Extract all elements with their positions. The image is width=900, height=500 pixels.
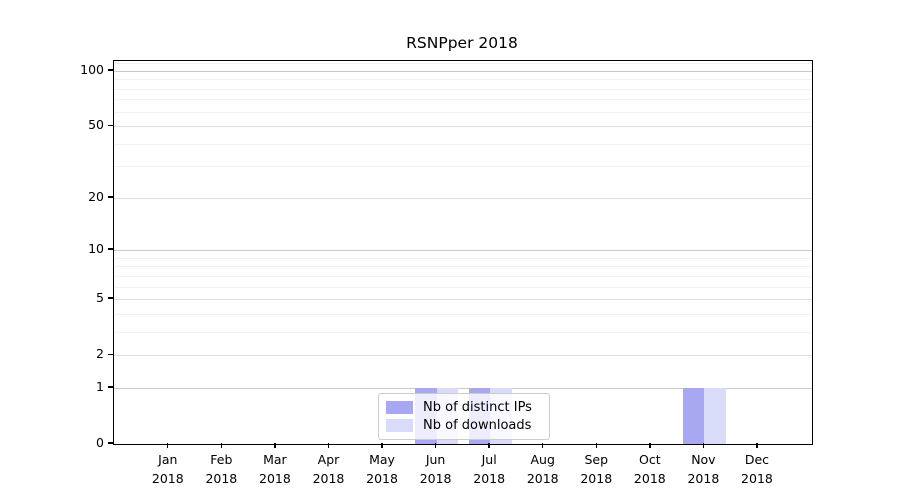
legend-item-downloads: Nb of downloads <box>386 418 542 433</box>
legend-label-distinct-ips: Nb of distinct IPs <box>423 399 532 415</box>
x-tick-label: Apr 2018 <box>312 452 345 486</box>
y-minor-gridline <box>114 99 812 101</box>
y-tick-label: 1 <box>96 378 104 394</box>
bar-distinct-ips <box>683 387 705 444</box>
y-tick-mark <box>108 124 113 126</box>
y-tick-label: 20 <box>88 188 104 204</box>
x-tick-mark <box>488 443 490 448</box>
x-tick-mark <box>702 443 705 448</box>
y-tick-label: 2 <box>96 346 104 362</box>
y-gridline <box>114 299 812 301</box>
x-tick-label: Nov 2018 <box>687 452 720 486</box>
x-tick-label: Oct 2018 <box>633 452 666 486</box>
y-gridline <box>114 355 812 357</box>
legend-swatch-distinct-ips-icon <box>386 400 413 414</box>
y-minor-gridline <box>114 111 812 113</box>
y-gridline <box>114 71 812 72</box>
legend-swatch-downloads-icon <box>386 419 413 433</box>
y-minor-gridline <box>114 331 812 333</box>
x-tick-label: May 2018 <box>366 452 398 486</box>
legend-item-distinct-ips: Nb of distinct IPs <box>386 400 542 415</box>
chart-title: RSNPper 2018 <box>406 34 518 52</box>
y-gridline <box>114 197 812 199</box>
x-tick-label: Dec 2018 <box>741 452 773 486</box>
y-tick-mark <box>108 69 113 71</box>
legend-label-downloads: Nb of downloads <box>423 418 532 434</box>
x-tick-label: Sep 2018 <box>580 452 613 486</box>
x-tick-label: Jul 2018 <box>473 452 506 486</box>
plot-area <box>113 60 813 445</box>
x-tick-label: Jan 2018 <box>151 452 184 486</box>
y-tick-mark <box>108 297 113 299</box>
legend: Nb of distinct IPs Nb of downloads <box>378 393 550 440</box>
y-tick-label: 50 <box>88 117 104 133</box>
y-minor-gridline <box>114 143 812 145</box>
y-minor-gridline <box>114 88 812 90</box>
y-minor-gridline <box>114 79 812 81</box>
x-tick-mark <box>167 443 169 448</box>
y-minor-gridline <box>114 286 812 288</box>
y-gridline <box>114 387 812 389</box>
y-tick-label: 5 <box>96 290 104 306</box>
y-tick-label: 10 <box>88 241 104 257</box>
bar-downloads <box>704 387 726 444</box>
x-tick-mark <box>327 443 330 448</box>
y-tick-mark <box>108 442 113 444</box>
y-tick-mark <box>108 248 113 250</box>
y-minor-gridline <box>114 166 812 168</box>
y-tick-mark <box>108 386 113 388</box>
y-tick-label: 0 <box>96 435 104 450</box>
x-tick-label: Jun 2018 <box>419 452 452 486</box>
x-tick-mark <box>756 443 758 448</box>
x-tick-mark <box>649 443 651 448</box>
x-tick-mark <box>434 443 437 448</box>
y-minor-gridline <box>114 63 812 65</box>
y-tick-label: 100 <box>80 62 104 77</box>
y-minor-gridline <box>114 257 812 259</box>
x-tick-label: Mar 2018 <box>259 452 291 486</box>
x-tick-label: Aug 2018 <box>526 452 559 486</box>
y-minor-gridline <box>114 313 812 315</box>
x-tick-label: Feb 2018 <box>205 452 238 486</box>
y-gridline <box>114 250 812 252</box>
y-minor-gridline <box>114 266 812 268</box>
y-tick-mark <box>108 196 113 198</box>
x-tick-mark <box>381 443 383 448</box>
y-tick-mark <box>108 353 113 355</box>
y-minor-gridline <box>114 275 812 277</box>
x-tick-mark <box>220 443 223 448</box>
x-tick-mark <box>542 443 544 448</box>
x-tick-mark <box>595 443 597 448</box>
x-tick-mark <box>274 443 276 448</box>
y-gridline <box>114 126 812 128</box>
